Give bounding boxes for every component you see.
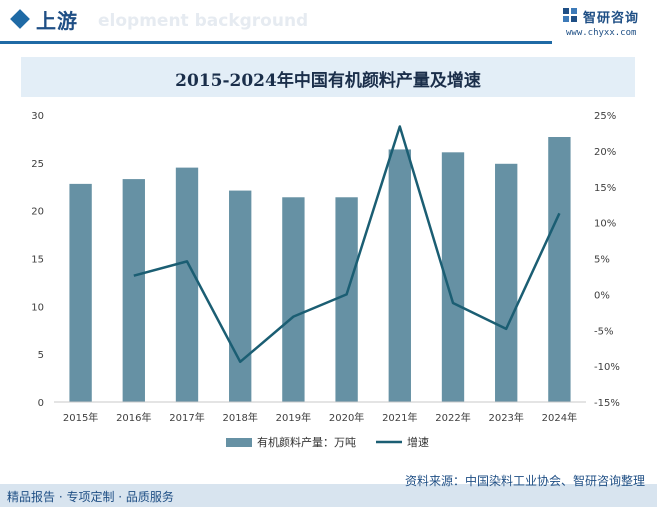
legend-bar-swatch — [226, 438, 252, 447]
y-right-tick-label: 25% — [594, 111, 616, 122]
bar — [548, 137, 571, 402]
y-left-tick-label: 25 — [31, 159, 44, 170]
brand-url[interactable]: www.chyxx.com — [566, 28, 637, 38]
y-right-tick-label: -15% — [594, 398, 620, 409]
x-tick-label: 2016年 — [116, 411, 151, 424]
y-left-tick-label: 5 — [38, 350, 44, 361]
y-right-tick-label: 15% — [594, 183, 616, 194]
y-left-tick-label: 15 — [31, 255, 44, 266]
bar — [388, 149, 411, 402]
page-header: 上游 elopment background 智研咨询 www.chyxx.co… — [0, 0, 657, 44]
growth-rate-line — [133, 125, 561, 364]
brand-name: 智研咨询 — [583, 11, 640, 26]
header-watermark: elopment background — [98, 11, 309, 31]
footer-band: 精品报告 · 专项定制 · 品质服务 — [0, 484, 657, 507]
bar — [282, 197, 305, 402]
bar — [441, 152, 465, 402]
bar — [335, 197, 358, 402]
diamond-icon — [10, 9, 30, 29]
data-source: 资料来源：中国染料工业协会、智研咨询整理 — [404, 474, 645, 488]
y-right-tick-label: 20% — [594, 147, 616, 158]
x-tick-label: 2018年 — [222, 411, 257, 424]
y-right-tick-label: 5% — [594, 255, 610, 266]
chart-title-band: 2015-2024年中国有机颜料产量及增速 — [21, 57, 635, 97]
brand-logo-icon — [563, 8, 577, 22]
x-tick-label: 2015年 — [63, 411, 98, 424]
y-right-tick-label: 0% — [594, 290, 610, 301]
x-tick-label: 2024年 — [542, 411, 577, 424]
chart-area: 0 5 10 15 20 25 30 -15% -10% -5% 0% 5% 10% 15% 20% 25% 2… — [31, 111, 620, 449]
y-left-tick-label: 0 — [38, 398, 44, 409]
legend-line-label: 增速 — [407, 435, 429, 449]
y-right-tick-label: 10% — [594, 219, 616, 230]
legend-bar-label: 有机颜料产量：万吨 — [257, 435, 356, 449]
x-tick-label: 2021年 — [382, 411, 417, 424]
x-tick-label: 2017年 — [169, 411, 204, 424]
y-left-tick-label: 30 — [31, 111, 44, 122]
header-divider — [0, 41, 552, 44]
x-tick-label: 2019年 — [276, 411, 311, 424]
bar — [495, 163, 518, 402]
footer-slogan: 精品报告 · 专项定制 · 品质服务 — [7, 490, 174, 504]
bar — [122, 179, 145, 402]
y-left-tick-label: 20 — [31, 207, 44, 218]
bar — [229, 190, 252, 402]
x-tick-label: 2023年 — [488, 411, 523, 424]
y-right-tick-label: -10% — [594, 362, 620, 373]
x-tick-label: 2022年 — [435, 411, 470, 424]
page-footer: 精品报告 · 专项定制 · 品质服务 资料来源：中国染料工业协会、智研咨询整理 — [0, 467, 657, 507]
section-title: 上游 — [36, 9, 78, 33]
y-left-tick-label: 10 — [31, 302, 44, 313]
bar — [175, 167, 199, 402]
bar — [69, 183, 92, 402]
y-right-tick-label: -5% — [594, 326, 613, 337]
chart-title: 2015-2024年中国有机颜料产量及增速 — [175, 71, 481, 91]
x-tick-label: 2020年 — [329, 411, 364, 424]
